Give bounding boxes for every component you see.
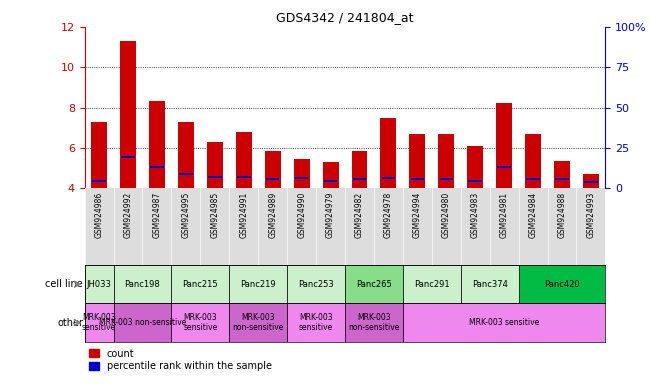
Bar (229, 303, 287, 342)
Bar (171, 265, 229, 303)
Text: GSM924980: GSM924980 (442, 192, 450, 238)
Text: GSM924981: GSM924981 (500, 192, 508, 238)
Bar (409, 134, 425, 188)
Bar (120, 41, 136, 188)
Bar (207, 142, 223, 188)
Bar (345, 265, 403, 303)
Bar (584, 181, 598, 183)
Bar (287, 265, 345, 303)
Text: MRK-003
sensitive: MRK-003 sensitive (82, 313, 117, 332)
Bar (266, 178, 279, 180)
Bar (150, 166, 164, 168)
Text: GSM924993: GSM924993 (587, 192, 596, 238)
Bar (237, 176, 251, 178)
Text: GSM924994: GSM924994 (413, 192, 422, 238)
Bar (287, 303, 345, 342)
Bar (149, 101, 165, 188)
Text: MRK-003 non-sensitive: MRK-003 non-sensitive (99, 318, 186, 327)
Text: GSM924978: GSM924978 (384, 192, 393, 238)
Bar (353, 178, 367, 180)
Text: GSM924995: GSM924995 (182, 192, 190, 238)
Bar (525, 134, 541, 188)
Text: Panc219: Panc219 (240, 280, 276, 289)
Text: GSM924979: GSM924979 (326, 192, 335, 238)
Bar (439, 178, 453, 180)
Bar (345, 303, 403, 342)
Bar (555, 178, 569, 180)
Text: Panc198: Panc198 (124, 280, 160, 289)
Bar (411, 178, 424, 180)
Bar (324, 180, 337, 182)
Legend: count, percentile rank within the sample: count, percentile rank within the sample (89, 349, 272, 371)
Text: Panc265: Panc265 (356, 280, 392, 289)
Bar (85, 265, 113, 303)
Bar (583, 174, 599, 188)
Bar (438, 134, 454, 188)
Text: Panc374: Panc374 (472, 280, 508, 289)
Bar (554, 161, 570, 188)
Bar (171, 303, 229, 342)
Text: GSM924987: GSM924987 (152, 192, 161, 238)
Bar (265, 151, 281, 188)
Text: MRK-003
sensitive: MRK-003 sensitive (299, 313, 333, 332)
Bar (527, 178, 540, 180)
Bar (113, 265, 171, 303)
Text: cell line: cell line (46, 279, 83, 289)
Text: GSM924991: GSM924991 (240, 192, 248, 238)
Text: GSM924992: GSM924992 (124, 192, 133, 238)
Text: MRK-003
sensitive: MRK-003 sensitive (183, 313, 217, 332)
Bar (496, 104, 512, 188)
Bar (208, 176, 221, 178)
Bar (380, 118, 396, 188)
Text: GSM924988: GSM924988 (557, 192, 566, 238)
Bar (121, 156, 135, 158)
Text: other: other (57, 318, 83, 328)
Text: Panc253: Panc253 (298, 280, 334, 289)
Text: GSM924984: GSM924984 (529, 192, 538, 238)
Bar (91, 122, 107, 188)
Bar (403, 265, 461, 303)
Bar (236, 132, 252, 188)
Bar (229, 265, 287, 303)
Text: Panc215: Panc215 (182, 280, 218, 289)
Bar (294, 159, 310, 188)
Text: GSM924983: GSM924983 (471, 192, 480, 238)
Bar (179, 173, 193, 175)
Text: GSM924985: GSM924985 (210, 192, 219, 238)
Bar (295, 177, 309, 179)
Bar (178, 122, 194, 188)
Text: Panc420: Panc420 (544, 280, 580, 289)
Bar (497, 166, 511, 168)
Bar (323, 162, 339, 188)
Text: GSM924990: GSM924990 (297, 192, 306, 238)
Bar (461, 265, 519, 303)
Bar (467, 146, 483, 188)
Text: Panc291: Panc291 (414, 280, 450, 289)
Title: GDS4342 / 241804_at: GDS4342 / 241804_at (276, 11, 414, 24)
Text: MRK-003 sensitive: MRK-003 sensitive (469, 318, 539, 327)
Text: JH033: JH033 (87, 280, 111, 289)
Text: GSM924989: GSM924989 (268, 192, 277, 238)
Text: MRK-003
non-sensitive: MRK-003 non-sensitive (348, 313, 400, 332)
Text: GSM924986: GSM924986 (94, 192, 104, 238)
Bar (519, 265, 605, 303)
Bar (381, 177, 395, 179)
Text: MRK-003
non-sensitive: MRK-003 non-sensitive (232, 313, 284, 332)
Bar (85, 303, 113, 342)
Bar (92, 180, 106, 182)
Bar (403, 303, 605, 342)
Text: GSM924982: GSM924982 (355, 192, 364, 238)
Bar (352, 151, 367, 188)
Bar (469, 180, 482, 182)
Bar (113, 303, 171, 342)
